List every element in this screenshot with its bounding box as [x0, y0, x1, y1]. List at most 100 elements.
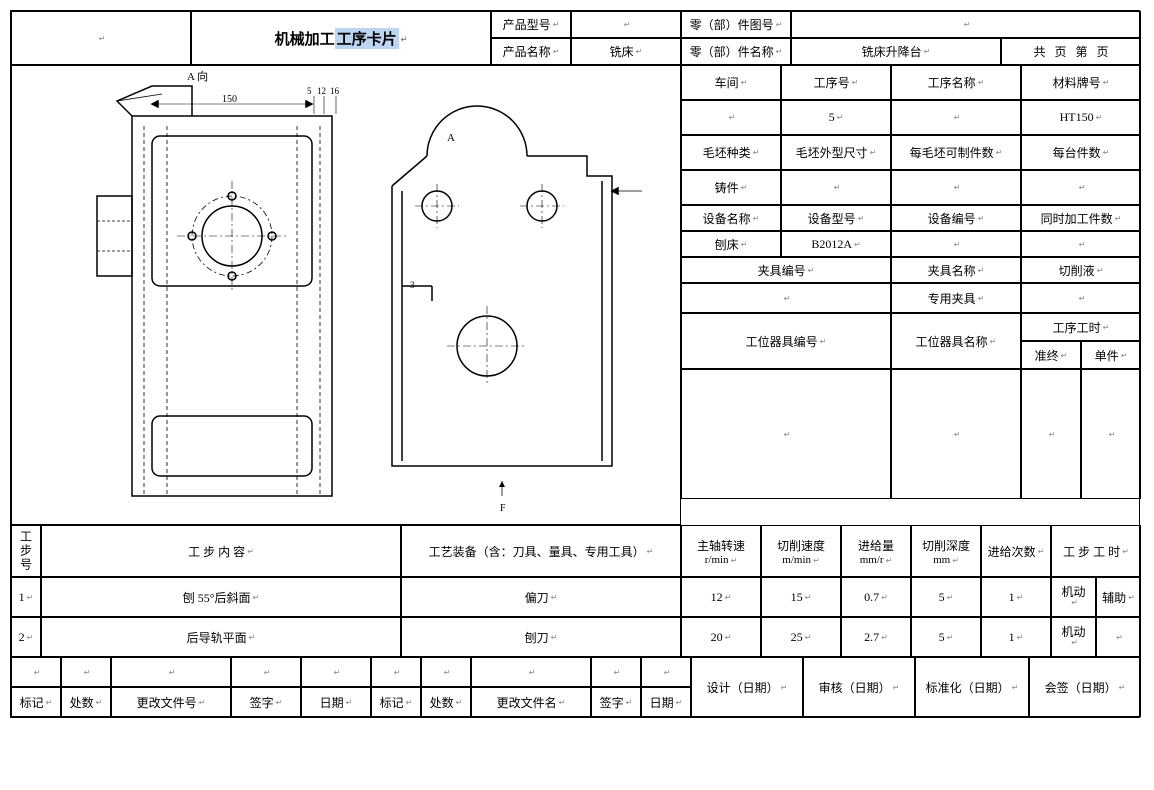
per-unit-label: 每台件数	[1021, 135, 1141, 170]
part-drawing-val	[791, 11, 1141, 38]
equip-no-label: 设备编号	[891, 205, 1021, 231]
step-depth: 5	[911, 577, 981, 617]
title-cell: 机械加工工序卡片	[191, 11, 491, 65]
station-tool-no-val	[681, 369, 891, 499]
date-label-2: 日期	[641, 687, 691, 717]
workshop-val	[681, 100, 781, 135]
part-name-label: 零（部）件名称	[681, 38, 791, 65]
steps-container: 1刨 55°后斜面偏刀12150.751机动辅助2后导轨平面刨刀20252.75…	[11, 577, 1139, 657]
blank-cell	[11, 11, 191, 65]
title-highlight: 工序卡片	[335, 28, 399, 49]
blank-type-label: 毛坯种类	[681, 135, 781, 170]
product-model-label: 产品型号	[491, 11, 571, 38]
part-name-val: 铣床升降台	[791, 38, 1001, 65]
process-card-sheet: 机械加工工序卡片 产品型号 零（部）件图号 产品名称 铣床 零（部）件名称 铣床…	[10, 10, 1140, 718]
spindle-header: 主轴转速r/min	[681, 525, 761, 577]
step-machine: 机动	[1051, 577, 1096, 617]
steps-header: 工步号 工 步 内 容 工艺装备（含：刀具、量具、专用工具） 主轴转速r/min…	[11, 525, 1139, 577]
blank-size-label: 毛坯外型尺寸	[781, 135, 891, 170]
casting-val: 铸件	[681, 170, 781, 205]
f-blank3	[111, 657, 231, 687]
step-count: 1	[981, 617, 1051, 657]
step-speed: 15	[761, 577, 841, 617]
countersign-label: 会签（日期）	[1029, 657, 1141, 717]
step-spindle: 20	[681, 617, 761, 657]
count-label: 处数	[61, 687, 111, 717]
feed-header: 进给量mm/r	[841, 525, 911, 577]
part-drawing-label: 零（部）件图号	[681, 11, 791, 38]
step-time-header: 工 步 工 时	[1051, 525, 1141, 577]
step-no-header: 工步号	[11, 525, 41, 577]
product-model-val	[571, 11, 681, 38]
material-label: 材料牌号	[1021, 65, 1141, 100]
process-name-val	[891, 100, 1021, 135]
label-a2: A	[447, 132, 455, 144]
drawing-area: A 向 150 5 12 16	[11, 65, 681, 525]
step-depth: 5	[911, 617, 981, 657]
equip-model-label: 设备型号	[781, 205, 891, 231]
f-blank4	[231, 657, 301, 687]
f-blank10	[641, 657, 691, 687]
sign-label-2: 签字	[591, 687, 641, 717]
special-fixture-val: 专用夹具	[891, 283, 1021, 313]
step-row: 2后导轨平面刨刀20252.751机动	[11, 617, 1139, 657]
step-aux: 辅助	[1096, 577, 1141, 617]
station-tool-name-val	[891, 369, 1021, 499]
dim-150: 150	[222, 94, 237, 105]
step-machine: 机动	[1051, 617, 1096, 657]
label-f: F	[500, 503, 506, 514]
planer-val: 刨床	[681, 231, 781, 257]
step-speed: 25	[761, 617, 841, 657]
step-content-header: 工 步 内 容	[41, 525, 401, 577]
step-count: 1	[981, 577, 1051, 617]
mark-label-2: 标记	[371, 687, 421, 717]
f-blank7	[421, 657, 471, 687]
step-content: 后导轨平面	[41, 617, 401, 657]
process-no-label: 工序号	[781, 65, 891, 100]
dim-3: 3	[410, 280, 415, 290]
fixture-no-val	[681, 283, 891, 313]
page-info: 共 页 第 页	[1001, 38, 1141, 65]
dim-12: 12	[317, 86, 326, 96]
info-grid: 车间 工序号 工序名称 材料牌号 5 HT150 毛坯种类 毛坯外型尺寸 每毛坯…	[681, 65, 1141, 525]
blanks-per-label: 每毛坯可制件数	[891, 135, 1021, 170]
technical-drawing: A 向 150 5 12 16	[12, 66, 682, 526]
change-file2-label: 更改文件名	[471, 687, 591, 717]
count-label-2: 处数	[421, 687, 471, 717]
workshop-label: 车间	[681, 65, 781, 100]
review-label: 审核（日期）	[803, 657, 915, 717]
cut-speed-header: 切削速度m/min	[761, 525, 841, 577]
change-file-label: 更改文件号	[111, 687, 231, 717]
setup-val	[1021, 369, 1081, 499]
f-blank2	[61, 657, 111, 687]
title-text: 机械加工	[275, 28, 335, 49]
station-tool-no-label: 工位器具编号	[681, 313, 891, 369]
product-name-label: 产品名称	[491, 38, 571, 65]
f-blank6	[371, 657, 421, 687]
product-name-val: 铣床	[571, 38, 681, 65]
step-feed: 2.7	[841, 617, 911, 657]
header-row-1: 机械加工工序卡片 产品型号 零（部）件图号 产品名称 铣床 零（部）件名称 铣床…	[11, 11, 1139, 65]
step-spindle: 12	[681, 577, 761, 617]
per-unit-val	[1021, 170, 1141, 205]
step-content: 刨 55°后斜面	[41, 577, 401, 617]
material-val: HT150	[1021, 100, 1141, 135]
simul-label: 同时加工件数	[1021, 205, 1141, 231]
mark-label: 标记	[11, 687, 61, 717]
f-blank5	[301, 657, 371, 687]
setup-label: 准终	[1021, 341, 1081, 369]
step-aux	[1096, 617, 1141, 657]
step-feed: 0.7	[841, 577, 911, 617]
f-blank1	[11, 657, 61, 687]
date-label: 日期	[301, 687, 371, 717]
design-label: 设计（日期）	[691, 657, 803, 717]
tooling-header: 工艺装备（含：刀具、量具、专用工具）	[401, 525, 681, 577]
process-name-label: 工序名称	[891, 65, 1021, 100]
cut-depth-header: 切削深度mm	[911, 525, 981, 577]
feed-count-header: 进给次数	[981, 525, 1051, 577]
equip-model-val: B2012A	[781, 231, 891, 257]
fixture-no-label: 夹具编号	[681, 257, 891, 283]
sign-label: 签字	[231, 687, 301, 717]
equip-no-val	[891, 231, 1021, 257]
process-time-label: 工序工时	[1021, 313, 1141, 341]
